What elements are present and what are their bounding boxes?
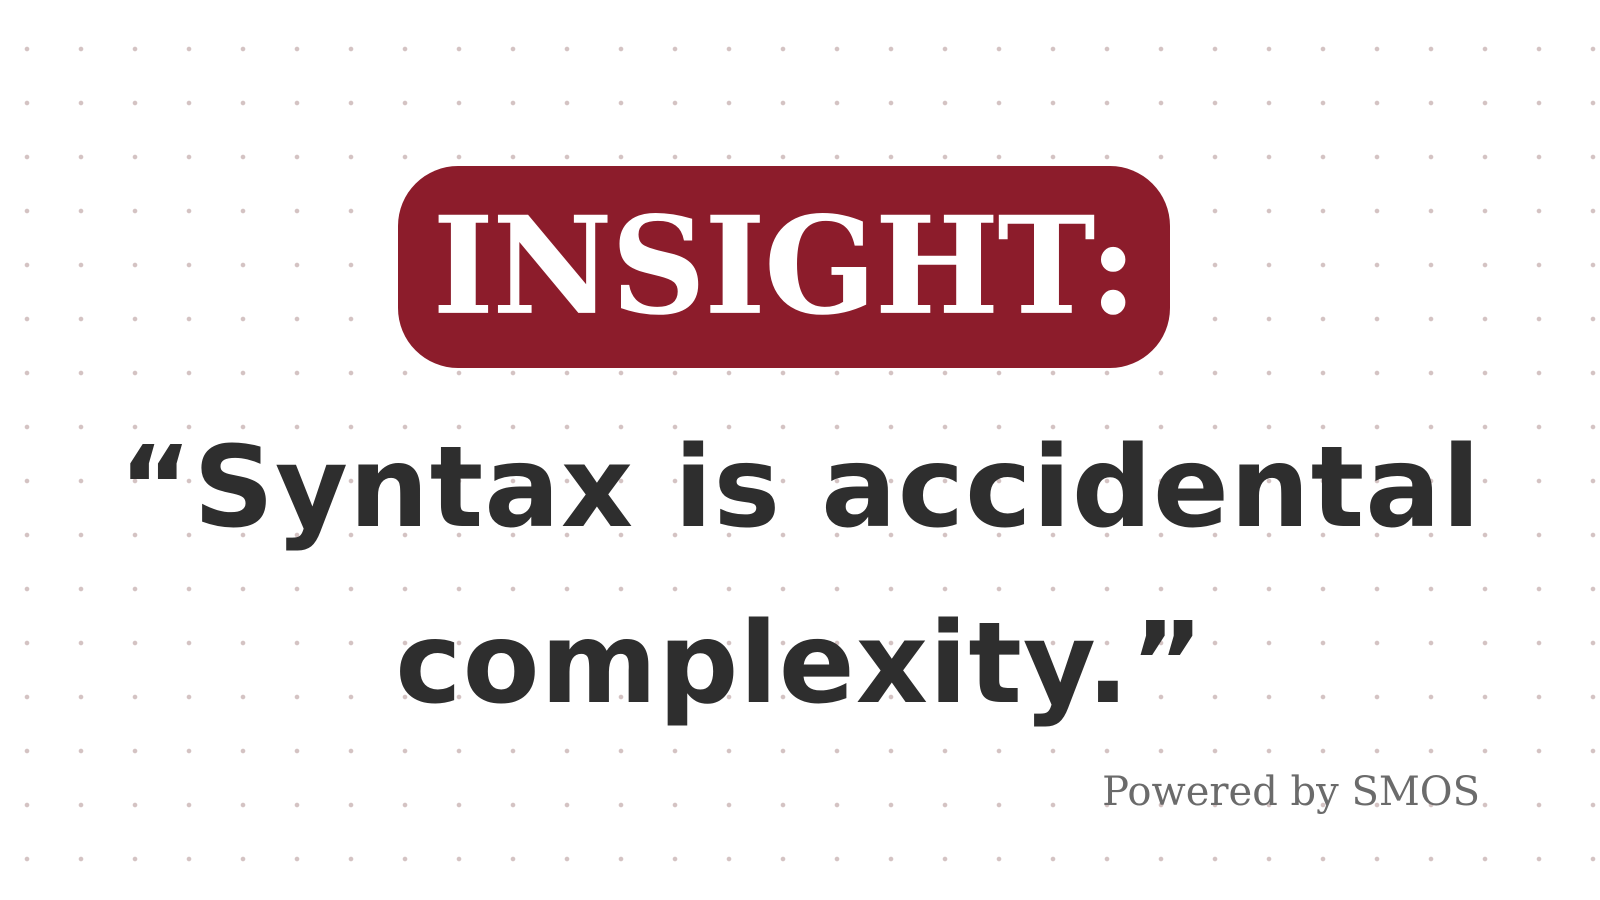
- insight-label: INSIGHT:: [432, 187, 1137, 346]
- insight-badge: INSIGHT:: [398, 166, 1170, 368]
- quote-line-2: complexity.”: [395, 599, 1205, 729]
- quote-line-1: “Syntax is accidental: [118, 423, 1482, 553]
- powered-by-label: Powered by SMOS: [1102, 769, 1480, 815]
- quote-text: “Syntax is accidental complexity.”: [0, 400, 1600, 752]
